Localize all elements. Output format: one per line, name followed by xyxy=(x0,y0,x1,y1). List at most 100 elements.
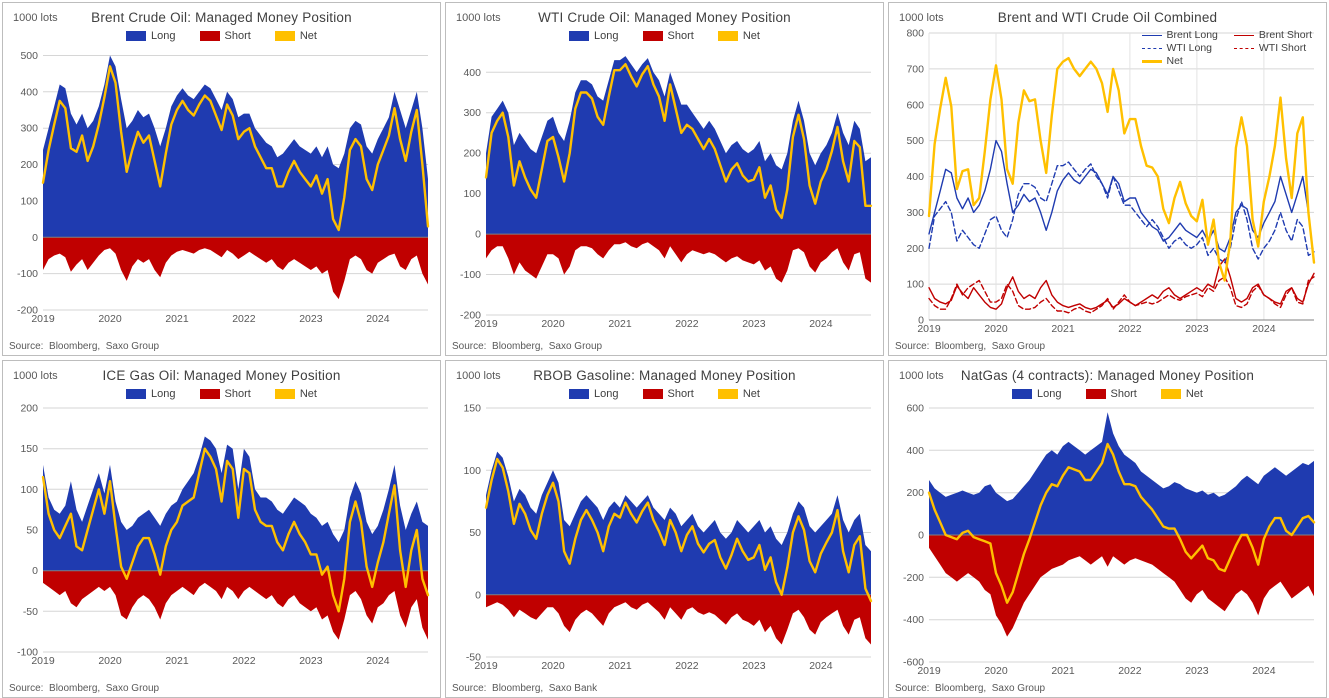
x-tick-label: 2021 xyxy=(1051,665,1075,677)
units-label: 1000 lots xyxy=(899,12,944,24)
chart-svg-combined: 0 100 200 300 400 500 600 700 800 2019 2020 2021 202… xyxy=(906,28,1316,335)
legend-item-long: Long xyxy=(126,387,176,400)
y-tick-label: 50 xyxy=(469,527,481,539)
x-tick-label: 2024 xyxy=(1252,323,1276,335)
units-label: 1000 lots xyxy=(899,370,944,382)
legend-item-long: Long xyxy=(569,388,619,400)
legend-item-short: Short xyxy=(642,30,694,42)
series-line-wti-long xyxy=(928,161,1315,264)
legend-item-wti-short: WTI Short xyxy=(1233,42,1312,54)
y-tick-label: 0 xyxy=(475,229,481,241)
legend-label: Net xyxy=(742,387,760,400)
chart-area: Brent Long Brent Short WTI Long WTI Short Ne… xyxy=(893,27,1322,341)
x-tick-label: 2024 xyxy=(809,660,833,672)
chart-panel-gasoil: 1000 lots ICE Gas Oil: Managed Money Pos… xyxy=(2,360,441,698)
y-tick-label: 50 xyxy=(26,525,38,537)
y-tick-label: 300 xyxy=(20,123,38,135)
legend-label: Brent Short xyxy=(1258,29,1312,41)
y-tick-label: 600 xyxy=(906,99,924,111)
panel-header: 1000 lots ICE Gas Oil: Managed Money Pos… xyxy=(7,365,436,385)
x-tick-label: 2023 xyxy=(1185,323,1209,335)
x-tick-label: 2024 xyxy=(366,655,390,667)
legend-label: Long xyxy=(151,29,176,42)
legend-label: WTI Short xyxy=(1258,42,1307,54)
legend-item-long: Long xyxy=(126,29,176,42)
wti-long-legend-swatch-icon xyxy=(1141,47,1162,49)
x-tick-label: 2023 xyxy=(1185,665,1209,677)
y-tick-label: -400 xyxy=(903,614,924,626)
panel-header: 1000 lots RBOB Gasoline: Managed Money P… xyxy=(450,365,879,385)
x-tick-label: 2022 xyxy=(675,660,699,672)
x-tick-label: 2019 xyxy=(31,655,55,667)
y-tick-label: 150 xyxy=(463,403,481,415)
series-area-long xyxy=(929,412,1314,535)
long-legend-swatch-icon xyxy=(126,388,147,399)
units-label: 1000 lots xyxy=(13,12,58,24)
y-tick-label: 100 xyxy=(463,188,481,200)
x-tick-label: 2019 xyxy=(474,660,498,672)
legend-label: Long xyxy=(151,387,176,400)
legend: Brent Long Brent Short WTI Long WTI Short Ne… xyxy=(1141,29,1312,67)
legend-label: Short xyxy=(1110,387,1137,400)
chart-panel-rbob: 1000 lots RBOB Gasoline: Managed Money P… xyxy=(445,360,884,698)
chart-title: WTI Crude Oil: Managed Money Position xyxy=(538,10,791,25)
chart-title: RBOB Gasoline: Managed Money Position xyxy=(533,368,796,383)
short-legend-swatch-icon xyxy=(642,30,663,41)
series-line-net xyxy=(927,442,1316,604)
series-line-net xyxy=(41,65,430,232)
x-tick-label: 2024 xyxy=(809,318,833,330)
series-line-brent-short xyxy=(928,258,1315,310)
net-legend-swatch-icon xyxy=(717,30,738,41)
y-tick-label: 200 xyxy=(20,403,38,415)
chart-panel-natgas: 1000 lots NatGas (4 contracts): Managed … xyxy=(888,360,1327,698)
legend-label: Net xyxy=(742,29,760,42)
y-tick-label: 200 xyxy=(463,148,481,160)
y-tick-label: 400 xyxy=(906,445,924,457)
x-tick-label: 2022 xyxy=(675,318,699,330)
y-tick-label: 0 xyxy=(32,232,38,244)
series-line-net xyxy=(41,447,430,613)
y-tick-label: 500 xyxy=(906,135,924,147)
chart-title: Brent and WTI Crude Oil Combined xyxy=(997,10,1218,25)
long-legend-swatch-icon xyxy=(1012,388,1033,399)
y-tick-label: 0 xyxy=(475,589,481,601)
legend: Long Short Net xyxy=(893,385,1322,402)
y-tick-label: -50 xyxy=(466,652,481,664)
legend-item-short: Short xyxy=(199,30,251,42)
y-tick-label: 100 xyxy=(20,195,38,207)
legend: Long Short Net xyxy=(450,27,879,44)
series-line-brent-long xyxy=(928,139,1315,264)
x-tick-label: 2019 xyxy=(917,323,941,335)
y-tick-label: -600 xyxy=(903,657,924,669)
x-tick-label: 2023 xyxy=(299,313,323,325)
x-tick-label: 2019 xyxy=(31,313,55,325)
x-tick-label: 2020 xyxy=(984,323,1008,335)
legend: Long Short Net xyxy=(450,385,879,402)
legend-item-net: Net xyxy=(1141,55,1218,67)
legend-label: Net xyxy=(299,29,317,42)
y-tick-label: 0 xyxy=(918,315,924,327)
legend-item-short: Short xyxy=(199,388,251,400)
net-legend-swatch-icon xyxy=(717,388,738,399)
panel-header: 1000 lots Brent and WTI Crude Oil Combin… xyxy=(893,7,1322,27)
y-tick-label: 500 xyxy=(20,50,38,62)
legend-label: Long xyxy=(1037,387,1062,400)
brent-short-legend-swatch-icon xyxy=(1233,34,1254,36)
y-tick-label: -200 xyxy=(17,305,38,317)
x-tick-label: 2021 xyxy=(1051,323,1075,335)
legend-item-wti-long: WTI Long xyxy=(1141,42,1218,54)
short-legend-swatch-icon xyxy=(199,388,220,399)
chart-panel-wti: 1000 lots WTI Crude Oil: Managed Money P… xyxy=(445,2,884,356)
series-area-long xyxy=(43,55,428,238)
source-note: Source: Bloomberg, Saxo Group xyxy=(452,341,603,352)
legend-item-short: Short xyxy=(642,388,694,400)
y-tick-label: 100 xyxy=(20,484,38,496)
x-tick-label: 2021 xyxy=(165,313,189,325)
y-tick-label: 200 xyxy=(906,243,924,255)
legend-item-net: Net xyxy=(1160,388,1203,400)
legend-label: Long xyxy=(594,29,619,42)
series-area-short xyxy=(929,535,1314,637)
x-tick-label: 2023 xyxy=(742,660,766,672)
panel-header: 1000 lots Brent Crude Oil: Managed Money… xyxy=(7,7,436,27)
